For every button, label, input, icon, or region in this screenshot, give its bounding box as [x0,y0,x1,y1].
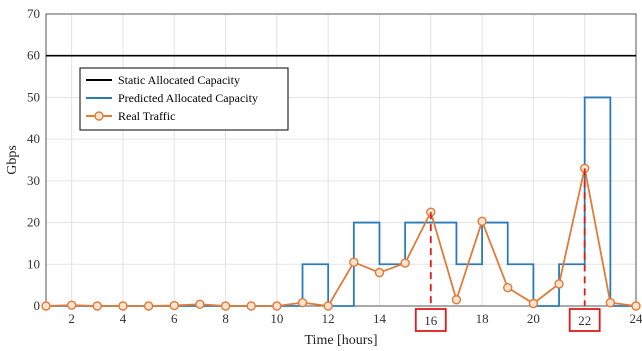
y-tick-label: 20 [27,215,40,230]
highlight-box [414,308,447,332]
series-layer [41,54,641,311]
x-tick-label-highlighted: 22 [578,313,591,328]
data-point [92,301,103,311]
data-point [143,301,154,311]
data-point [41,301,51,311]
legend-label-real-traffic: Real Traffic [118,109,175,123]
highlight-box [568,308,601,332]
y-tick-label: 60 [27,48,40,63]
data-point [66,300,77,310]
data-point [195,299,205,310]
y-tick-label: 10 [27,256,40,271]
y-axis-label: Gbps [5,145,20,175]
x-tick-label: 6 [171,311,178,326]
x-tick-label: 4 [120,311,127,326]
legend-marker-real-traffic [94,111,104,121]
data-point [477,216,487,227]
x-tick-label: 10 [270,311,283,326]
data-point [503,282,513,293]
data-point [169,300,179,311]
x-axis-label: Time [hours] [305,333,378,348]
x-tick-label: 24 [630,311,642,326]
data-point [528,298,539,309]
legend-label-predicted: Predicted Allocated Capacity [118,91,258,105]
y-tick-label: 50 [27,89,40,104]
x-tick-label: 2 [68,311,75,326]
data-point [323,301,333,311]
data-point [451,295,462,305]
data-point [400,258,410,268]
data-point [605,297,616,308]
data-point [631,301,641,311]
legend: Static Allocated Capacity Predicted Allo… [79,67,289,131]
data-point [118,301,128,311]
y-tick-label: 30 [27,173,40,188]
x-tick-label: 18 [476,311,489,326]
plot-area [41,13,641,311]
data-point [374,267,385,278]
y-tick-label: 70 [27,6,40,21]
data-point [246,301,256,311]
x-tick-label: 8 [222,311,229,326]
legend-box [79,67,289,131]
data-point [272,301,282,311]
highlight-layer [429,168,586,306]
data-point [349,257,359,267]
x-tick-label: 14 [373,311,387,326]
data-point [297,297,308,308]
data-point [554,279,564,289]
x-tick-label: 12 [322,311,335,326]
y-tick-label: 40 [27,131,40,146]
data-point [220,301,231,311]
x-tick-label-highlighted: 16 [424,313,438,328]
legend-label-static: Static Allocated Capacity [118,73,240,87]
x-tick-label: 20 [527,311,540,326]
y-tick-label: 0 [34,298,41,313]
